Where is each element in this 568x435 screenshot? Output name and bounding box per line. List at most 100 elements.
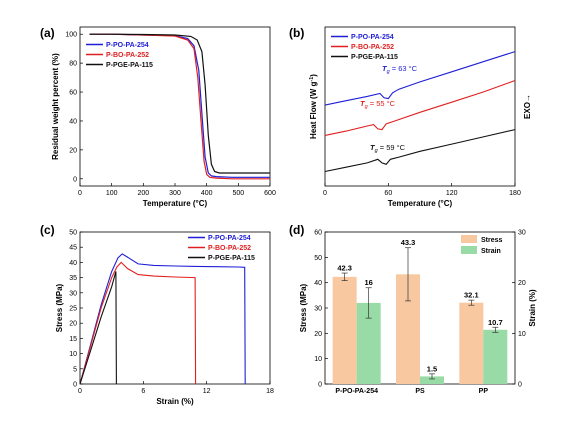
panel-label-c: (c) <box>40 223 55 237</box>
tg-annotation-P-PGE-PA-115: Tg = 59 °C <box>370 143 406 154</box>
y-tick-label-a: 40 <box>69 118 77 125</box>
series-line-P-PO-PA-254 <box>79 253 246 385</box>
tg-value: = 55 °C <box>368 99 396 108</box>
x-tick-label-c: 0 <box>78 388 82 395</box>
y-tick-label-c: 40 <box>69 260 77 267</box>
y2-tick-label-d: 0 <box>518 382 522 389</box>
y-tick-label-c: 30 <box>69 290 77 297</box>
y-axis-label-b-end: ) <box>309 74 318 77</box>
tg-sub: g <box>375 148 379 154</box>
tg-annotation-P-PO-PA-254: Tg = 63 °C <box>382 64 418 75</box>
x-tick-label-a: 300 <box>169 190 181 197</box>
series-line-P-PGE-PA-115 <box>89 33 270 174</box>
panel-d: (d) 0 10 20 30 40 50 60 0 10 20 30 Stress (MPa) Strai… <box>289 223 537 395</box>
x-axis-label-b: Temperature (°C) <box>388 199 453 208</box>
category-label: PP <box>479 388 489 395</box>
y-tick-label-d: 40 <box>314 280 322 287</box>
y-tick-label-d: 60 <box>314 230 322 237</box>
y2-tick-label-d: 10 <box>518 331 526 338</box>
series-line-P-PO-PA-254 <box>324 51 516 106</box>
series-line-P-PGE-PA-115 <box>79 271 117 385</box>
x-tick-label-a: 500 <box>232 190 244 197</box>
y-axis-label-c: Stress (MPa) <box>55 283 64 332</box>
y-axis-label-b-sup: -1 <box>309 77 315 82</box>
series-line-P-BO-PA-252 <box>79 261 197 385</box>
x-tick-label-c: 6 <box>141 388 145 395</box>
bar-stress-P-PO-PA-254 <box>332 276 357 384</box>
bar-stress-PP <box>459 302 484 384</box>
x-tick-label-a: 200 <box>137 190 149 197</box>
y-tick-label-a: 80 <box>69 61 77 68</box>
y-tick-label-d: 30 <box>314 306 322 313</box>
y-tick-label-c: 25 <box>69 306 77 313</box>
y-axis-label-b-main: Heat Flow (W g <box>309 82 318 139</box>
y-axis-label-d: Stress (MPa) <box>299 283 308 332</box>
panel-a: (a) 0 100 200 300 400 500 600 0 20 40 60 80 100 Temper… <box>40 26 276 208</box>
tg-value: = 59 °C <box>378 143 406 152</box>
bar-strain-PP <box>483 329 508 384</box>
y-tick-label-a: 100 <box>65 32 77 39</box>
y2-tick-label-d: 30 <box>518 230 526 237</box>
data-label-strain: 10.7 <box>488 318 503 327</box>
x-tick-label-a: 0 <box>78 190 82 197</box>
y-tick-label-a: 0 <box>73 176 77 183</box>
data-label-stress: 43.3 <box>401 238 416 247</box>
tg-sub: g <box>365 104 369 110</box>
legend-label-P-PO-PA-254: P-PO-PA-254 <box>106 42 149 49</box>
y-tick-label-c: 20 <box>69 321 77 328</box>
panel-b: (b) 0 60 120 180 Temperature (°C) Heat Flow (W… <box>289 26 532 208</box>
y2-tick-label-d: 20 <box>518 280 526 287</box>
y-tick-label-d: 0 <box>318 382 322 389</box>
x-tick-label-b: 180 <box>509 190 521 197</box>
data-label-stress: 32.1 <box>464 291 479 300</box>
legend-label-P-BO-PA-252: P-BO-PA-252 <box>351 44 394 51</box>
series-line-P-PGE-PA-115 <box>324 129 516 173</box>
x-tick-label-c: 12 <box>203 388 211 395</box>
x-tick-label-a: 400 <box>201 190 213 197</box>
data-label-stress: 42.3 <box>337 264 352 273</box>
y-tick-label-d: 20 <box>314 331 322 338</box>
series-line-P-BO-PA-252 <box>324 79 516 136</box>
y-tick-label-c: 5 <box>73 366 77 373</box>
y-tick-label-d: 50 <box>314 255 322 262</box>
legend-swatch-stress <box>461 235 477 243</box>
x-tick-label-b: 60 <box>384 190 392 197</box>
data-label-strain: 16 <box>364 278 372 287</box>
tg-sub: g <box>387 69 391 75</box>
legend-label-strain: Strain <box>481 248 501 255</box>
x-tick-label-c: 18 <box>266 388 274 395</box>
y-tick-label-c: 45 <box>69 245 77 252</box>
category-label: P-PO-PA-254 <box>335 388 378 395</box>
y-tick-label-c: 10 <box>69 351 77 358</box>
y-tick-label-c: 50 <box>69 230 77 237</box>
legend-swatch-strain <box>461 246 477 254</box>
data-label-strain: 1.5 <box>427 364 437 373</box>
tg-value: = 63 °C <box>390 64 418 73</box>
y-axis-label-b: Heat Flow (W g-1) <box>309 74 318 139</box>
legend-label-P-PGE-PA-115: P-PGE-PA-115 <box>208 255 255 262</box>
panel-label-d: (d) <box>289 223 304 237</box>
panel-c: (c) 0 6 12 18 0 5 10 15 20 25 30 35 40 45 50 Strain (%) S… <box>40 223 274 406</box>
x-tick-label-a: 100 <box>106 190 118 197</box>
x-tick-label-a: 600 <box>264 190 276 197</box>
panel-label-a: (a) <box>40 26 55 40</box>
x-axis-label-c: Strain (%) <box>156 397 194 406</box>
legend-label-P-PO-PA-254: P-PO-PA-254 <box>351 34 394 41</box>
y-axis-label-a: Residual weight percent (%) <box>51 53 60 160</box>
legend-label-P-PGE-PA-115: P-PGE-PA-115 <box>351 54 398 61</box>
bar-strain-PS <box>420 376 444 384</box>
tg-symbol: T <box>360 99 366 108</box>
panel-label-b: (b) <box>289 26 304 40</box>
y-tick-label-c: 35 <box>69 275 77 282</box>
x-tick-label-b: 0 <box>323 190 327 197</box>
legend-label-P-BO-PA-252: P-BO-PA-252 <box>208 245 251 252</box>
tg-annotation-P-BO-PA-252: Tg = 55 °C <box>360 99 396 110</box>
y-tick-label-d: 10 <box>314 356 322 363</box>
exo-label: EXO→ <box>523 94 532 119</box>
x-axis-label-a: Temperature (°C) <box>143 199 208 208</box>
y-tick-label-a: 20 <box>69 147 77 154</box>
tg-symbol: T <box>382 64 388 73</box>
y2-axis-label-d: Strain (%) <box>528 289 537 327</box>
plot-frame-a <box>79 26 271 187</box>
